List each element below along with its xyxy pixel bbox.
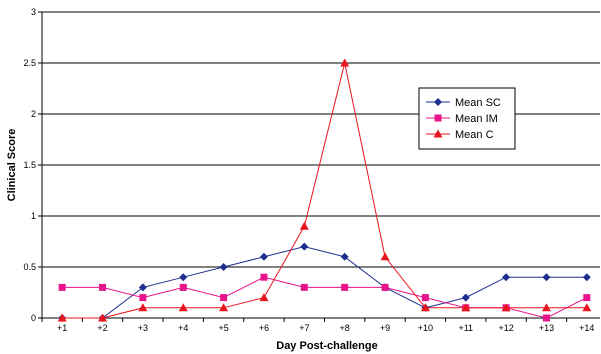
legend-marker (434, 98, 442, 106)
legend-label: Mean SC (455, 97, 501, 109)
legend-marker (434, 114, 442, 122)
series-mean-sc (58, 242, 591, 322)
data-point-mean-im (421, 294, 429, 302)
data-point-mean-sc (461, 293, 470, 302)
data-point-mean-im (300, 283, 308, 291)
y-tick-label: 0.5 (23, 262, 36, 272)
y-tick-label: 2.5 (23, 58, 36, 68)
series-line-mean-c (62, 62, 587, 319)
x-tick-label: +1 (57, 323, 67, 333)
data-point-mean-sc (542, 273, 551, 282)
data-point-mean-im (381, 283, 389, 291)
legend-label: Mean C (455, 129, 494, 141)
x-tick-label: +14 (579, 323, 594, 333)
data-point-mean-sc (259, 252, 268, 261)
data-point-mean-c (98, 313, 108, 322)
y-tick-label: 1 (31, 211, 36, 221)
data-point-mean-c (380, 252, 390, 261)
data-point-mean-sc (582, 273, 591, 282)
x-tick-label: +2 (97, 323, 107, 333)
x-tick-label: +8 (340, 323, 350, 333)
data-point-mean-c (461, 303, 471, 312)
data-point-mean-sc (138, 283, 147, 292)
data-point-mean-im (341, 283, 349, 291)
legend-item-mean-c: Mean C (426, 129, 494, 141)
y-tick-label: 2 (31, 109, 36, 119)
data-point-mean-im (58, 283, 66, 291)
x-tick-label: +13 (539, 323, 554, 333)
y-axis-title: Clinical Score (6, 129, 18, 202)
series-mean-im (58, 273, 591, 322)
x-tick-label: +11 (458, 323, 473, 333)
data-point-mean-im (139, 294, 147, 302)
axes (38, 11, 600, 322)
x-tick-label: +5 (218, 323, 228, 333)
data-point-mean-c (340, 58, 350, 67)
gridlines (42, 11, 600, 268)
data-point-mean-c (541, 303, 551, 312)
data-point-mean-im (220, 294, 228, 302)
data-point-mean-im (179, 283, 187, 291)
data-point-mean-sc (179, 273, 188, 282)
data-point-mean-c (299, 221, 309, 230)
series-group (57, 58, 592, 322)
x-tick-label: +10 (418, 323, 433, 333)
data-point-mean-c (178, 303, 188, 312)
data-point-mean-im (260, 273, 268, 281)
x-tick-label: +4 (178, 323, 188, 333)
data-point-mean-c (501, 303, 511, 312)
y-tick-label: 0 (31, 313, 36, 323)
legend-item-mean-sc: Mean SC (426, 97, 501, 109)
data-point-mean-c (582, 303, 592, 312)
data-point-mean-c (57, 313, 67, 322)
data-point-mean-c (420, 303, 430, 312)
data-point-mean-c (259, 293, 269, 302)
x-axis-title: Day Post-challenge (276, 340, 377, 352)
data-point-mean-im (583, 294, 591, 302)
y-tick-label: 3 (31, 7, 36, 17)
x-tick-label: +3 (138, 323, 148, 333)
series-line-mean-sc (62, 246, 587, 319)
data-point-mean-sc (340, 252, 349, 261)
x-tick-label: +6 (259, 323, 269, 333)
data-point-mean-c (138, 303, 148, 312)
data-point-mean-sc (300, 242, 309, 251)
data-point-mean-im (99, 283, 107, 291)
x-tick-labels: +1 +2 +3 +4 +5 +6 +7 +8 +9 +10 +11 +12 +13 +14 (57, 323, 594, 333)
legend-item-mean-im: Mean IM (426, 113, 498, 125)
x-tick-label: +12 (498, 323, 513, 333)
y-tick-label: 1.5 (23, 160, 36, 170)
data-point-mean-c (219, 303, 229, 312)
y-tick-labels: 0 0.5 1 1.5 2 2.5 3 (23, 7, 36, 323)
data-point-mean-im (542, 314, 550, 322)
data-point-mean-sc (502, 273, 511, 282)
data-point-mean-sc (219, 263, 228, 271)
legend-label: Mean IM (455, 113, 498, 125)
legend-marker (433, 129, 443, 138)
x-tick-label: +7 (299, 323, 309, 333)
legend: Mean SC Mean IM Mean C (418, 87, 516, 150)
series-mean-c (57, 58, 592, 322)
x-tick-label: +9 (380, 323, 390, 333)
